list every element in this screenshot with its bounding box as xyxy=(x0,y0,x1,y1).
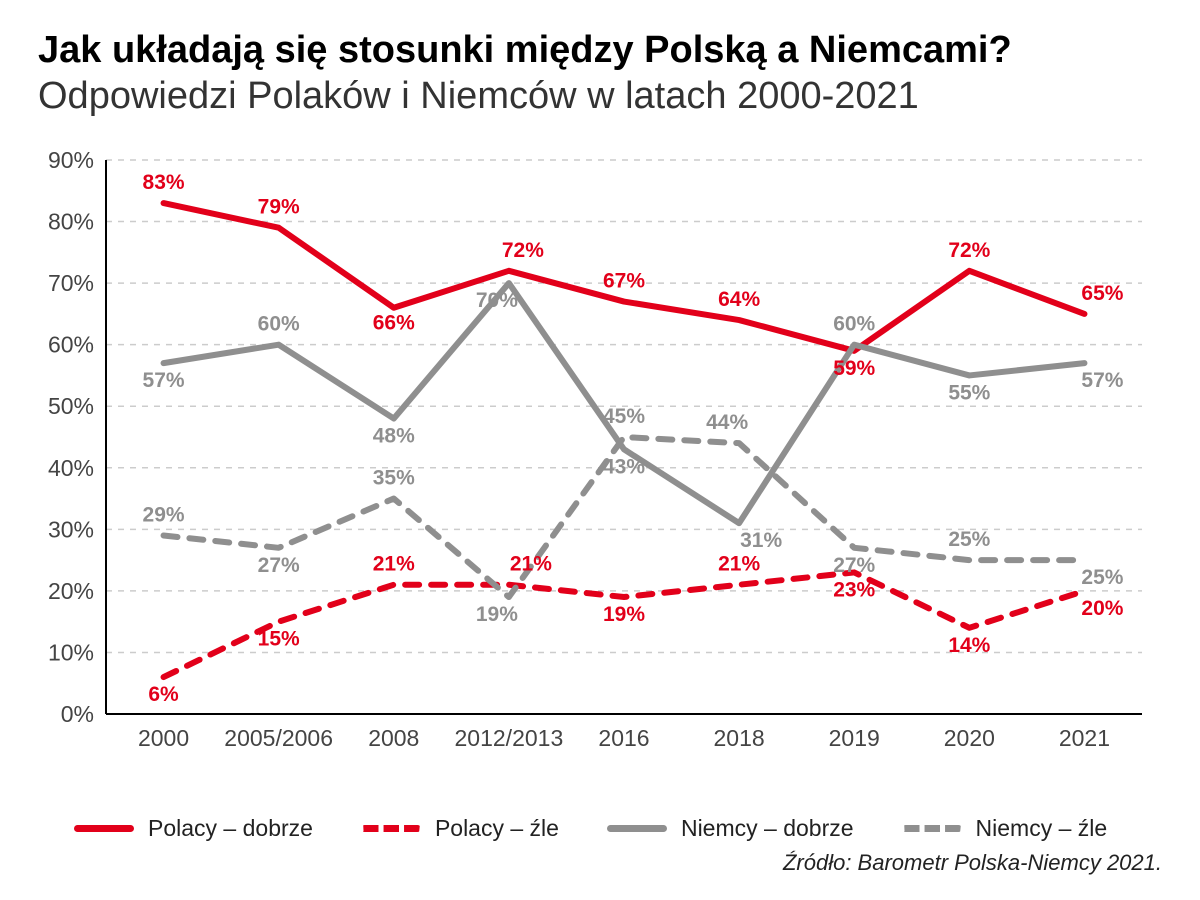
data-label: 67% xyxy=(603,269,645,292)
legend-swatch xyxy=(902,825,962,832)
y-tick-label: 0% xyxy=(61,701,94,727)
data-label: 21% xyxy=(510,552,552,575)
data-label: 43% xyxy=(603,455,645,478)
data-label: 20% xyxy=(1081,596,1123,619)
data-label: 65% xyxy=(1081,281,1123,304)
legend-label: Niemcy – dobrze xyxy=(681,815,854,842)
legend: Polacy – dobrze Polacy – źle Niemcy – dobr… xyxy=(38,815,1162,842)
data-label: 25% xyxy=(1081,566,1123,589)
y-tick-label: 60% xyxy=(48,331,94,357)
data-label: 60% xyxy=(258,312,300,335)
data-label: 83% xyxy=(143,171,185,194)
data-label: 19% xyxy=(603,603,645,626)
data-label: 48% xyxy=(373,424,415,447)
series-line-niemcy_dobrze xyxy=(164,283,1085,523)
data-label: 29% xyxy=(143,503,185,526)
data-label: 31% xyxy=(740,529,782,552)
data-label: 44% xyxy=(706,411,748,434)
legend-label: Niemcy – źle xyxy=(976,815,1108,842)
data-label: 57% xyxy=(1081,369,1123,392)
x-tick-label: 2016 xyxy=(598,725,649,751)
data-label: 15% xyxy=(258,627,300,650)
data-label: 23% xyxy=(833,578,875,601)
data-label: 72% xyxy=(502,238,544,261)
y-tick-label: 40% xyxy=(48,454,94,480)
legend-item-niemcy_dobrze: Niemcy – dobrze xyxy=(607,815,854,842)
data-label: 21% xyxy=(718,552,760,575)
data-label: 45% xyxy=(603,405,645,428)
data-label: 21% xyxy=(373,552,415,575)
y-tick-label: 30% xyxy=(48,516,94,542)
line-chart-svg: 0% 10% 20% 30% 40% 50% 60% 70% 80% 90% 2000 2005/20… xyxy=(38,140,1162,760)
data-label: 60% xyxy=(833,312,875,335)
chart-source: Źródło: Barometr Polska-Niemcy 2021. xyxy=(38,850,1162,876)
data-label: 6% xyxy=(148,683,179,706)
data-label: 57% xyxy=(143,369,185,392)
y-tick-label: 10% xyxy=(48,639,94,665)
y-tick-label: 90% xyxy=(48,147,94,173)
data-label: 70% xyxy=(476,289,518,312)
y-tick-label: 50% xyxy=(48,393,94,419)
legend-swatch xyxy=(361,825,421,832)
x-tick-label: 2008 xyxy=(368,725,419,751)
x-tick-label: 2005/2006 xyxy=(224,725,333,751)
y-tick-label: 80% xyxy=(48,208,94,234)
data-label: 35% xyxy=(373,466,415,489)
data-label: 79% xyxy=(258,195,300,218)
data-label: 64% xyxy=(718,288,760,311)
y-tick-label: 70% xyxy=(48,270,94,296)
legend-label: Polacy – źle xyxy=(435,815,559,842)
data-label: 59% xyxy=(833,356,875,379)
data-label: 19% xyxy=(476,603,518,626)
x-tick-label: 2012/2013 xyxy=(455,725,564,751)
data-label: 55% xyxy=(948,381,990,404)
legend-swatch xyxy=(74,825,134,832)
chart-subtitle: Odpowiedzi Polaków i Niemców w latach 20… xyxy=(38,76,1162,118)
legend-item-niemcy_zle: Niemcy – źle xyxy=(902,815,1108,842)
data-label: 27% xyxy=(833,553,875,576)
x-tick-label: 2000 xyxy=(138,725,189,751)
chart-title: Jak układają się stosunki między Polską … xyxy=(38,30,1162,72)
data-label: 25% xyxy=(948,528,990,551)
data-label: 72% xyxy=(948,238,990,261)
data-label: 27% xyxy=(258,553,300,576)
x-tick-label: 2021 xyxy=(1059,725,1110,751)
data-label: 66% xyxy=(373,311,415,334)
data-label: 14% xyxy=(948,633,990,656)
x-tick-label: 2019 xyxy=(829,725,880,751)
chart-area: 0% 10% 20% 30% 40% 50% 60% 70% 80% 90% 2000 2005/20… xyxy=(38,140,1162,803)
legend-item-polacy_dobrze: Polacy – dobrze xyxy=(74,815,313,842)
x-tick-label: 2020 xyxy=(944,725,995,751)
legend-swatch xyxy=(607,825,667,832)
legend-label: Polacy – dobrze xyxy=(148,815,313,842)
legend-item-polacy_zle: Polacy – źle xyxy=(361,815,559,842)
x-tick-label: 2018 xyxy=(714,725,765,751)
y-tick-label: 20% xyxy=(48,577,94,603)
